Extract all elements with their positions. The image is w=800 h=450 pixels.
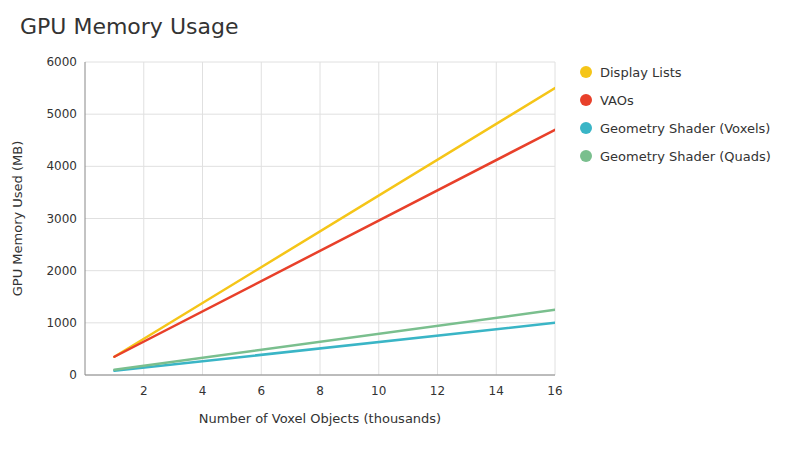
x-tick-label: 6	[257, 384, 265, 398]
y-tick-label: 2000	[46, 264, 77, 278]
legend-marker	[580, 150, 592, 162]
x-grid-line	[437, 62, 438, 375]
x-axis-label: Number of Voxel Objects (thousands)	[199, 411, 441, 426]
series-line	[114, 130, 555, 357]
legend: Display Lists VAOs Geometry Shader (Voxels…	[580, 65, 771, 164]
background	[0, 0, 800, 450]
legend-marker	[580, 94, 592, 106]
y-tick-label: 0	[69, 368, 77, 382]
x-tick-label: 10	[371, 384, 386, 398]
x-tick-label: 16	[547, 384, 562, 398]
x-tick-label: 2	[140, 384, 148, 398]
tick-labels: 0 1000 2000 3000 4000 5000 6000 2 4 6 8 10 12 14 16	[46, 55, 562, 398]
x-grid-line	[555, 62, 556, 375]
x-grid-line	[261, 62, 262, 375]
x-grid-line	[143, 62, 144, 375]
x-tick-label: 4	[199, 384, 207, 398]
y-tick-label: 3000	[46, 212, 77, 226]
legend-label: Geometry Shader (Voxels)	[600, 121, 770, 136]
series-group	[114, 88, 555, 371]
x-tick-label: 12	[430, 384, 445, 398]
legend-label: VAOs	[600, 93, 634, 108]
legend-label: Geometry Shader (Quads)	[600, 149, 771, 164]
y-tick-label: 1000	[46, 316, 77, 330]
grid	[85, 62, 555, 375]
chart-container: 0 1000 2000 3000 4000 5000 6000 2 4 6 8 10 12 14 16 GPU…	[0, 0, 800, 450]
series-line	[114, 323, 555, 371]
y-tick-label: 4000	[46, 159, 77, 173]
y-tick-label: 6000	[46, 55, 77, 69]
series-line	[114, 310, 555, 370]
x-axis-line	[85, 375, 555, 376]
x-tick-label: 14	[489, 384, 504, 398]
x-grid-line	[320, 62, 321, 375]
legend-marker	[580, 122, 592, 134]
legend-marker	[580, 66, 592, 78]
y-axis-label: GPU Memory Used (MB)	[10, 141, 25, 297]
series-line	[114, 88, 555, 357]
y-grid-line	[85, 375, 555, 376]
y-tick-label: 5000	[46, 107, 77, 121]
y-axis-line	[85, 62, 86, 375]
x-grid-line	[202, 62, 203, 375]
chart-title: GPU Memory Usage	[20, 14, 238, 39]
legend-label: Display Lists	[600, 65, 682, 80]
x-grid-line	[378, 62, 379, 375]
chart-svg: 0 1000 2000 3000 4000 5000 6000 2 4 6 8 10 12 14 16 GPU…	[0, 0, 800, 450]
x-tick-label: 8	[316, 384, 324, 398]
